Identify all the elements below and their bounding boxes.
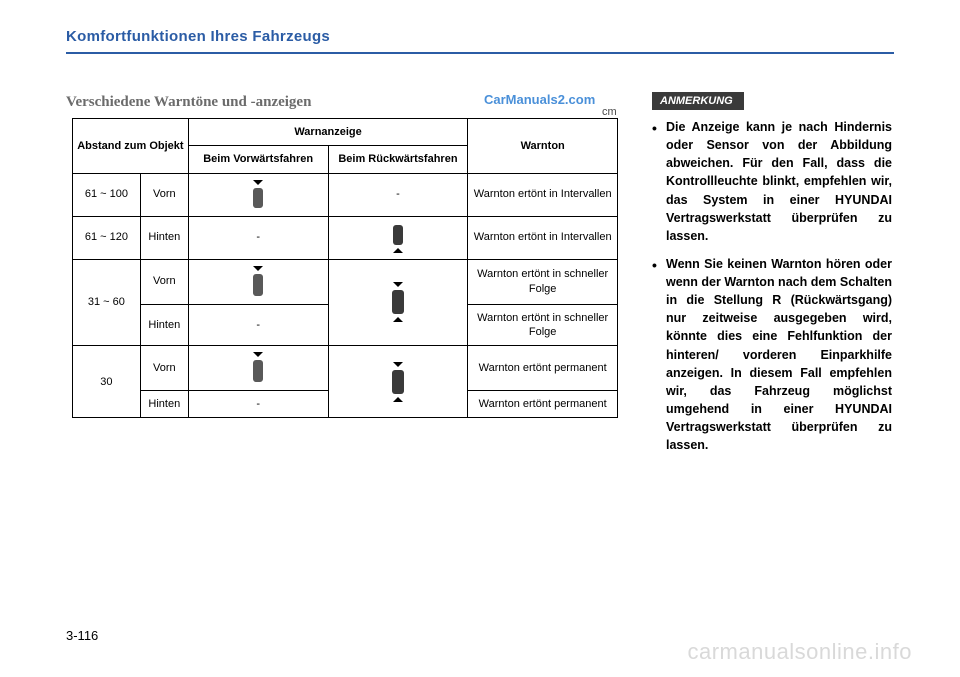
- cell-distance: 61 ~ 100: [73, 173, 141, 216]
- cell-reverse: -: [328, 173, 468, 216]
- notes-list: Die Anzeige kann je nach Hindernis oder …: [652, 118, 892, 464]
- th-distance: Abstand zum Objekt: [73, 119, 189, 174]
- note-item: Wenn Sie keinen Warnton hören oder wenn …: [652, 255, 892, 454]
- car-both-icon: [328, 259, 468, 346]
- car-front-icon: [188, 173, 328, 216]
- cell-tone: Warnton ertönt in Intervallen: [468, 173, 618, 216]
- cell-tone: Warnton ertönt permanent: [468, 346, 618, 391]
- th-tone: Warnton: [468, 119, 618, 174]
- cell-distance: 31 ~ 60: [73, 259, 141, 346]
- cell-position: Vorn: [140, 259, 188, 304]
- cell-tone: Warnton ertönt in schneller Folge: [468, 259, 618, 304]
- page-number: 3-116: [66, 628, 98, 643]
- car-both-icon: [328, 346, 468, 418]
- note-badge: ANMERKUNG: [652, 92, 744, 110]
- th-forward: Beim Vorwärtsfahren: [188, 146, 328, 173]
- cell-position: Hinten: [140, 216, 188, 259]
- table-row: 30 Vorn Warnton ertönt permanent: [73, 346, 618, 391]
- cell-position: Vorn: [140, 346, 188, 391]
- note-item: Die Anzeige kann je nach Hindernis oder …: [652, 118, 892, 245]
- section-subtitle: Verschiedene Warntöne und -anzeigen: [66, 94, 311, 111]
- cell-tone: Warnton ertönt in schneller Folge: [468, 304, 618, 346]
- car-front-icon: [188, 346, 328, 391]
- cell-position: Vorn: [140, 173, 188, 216]
- cell-forward: -: [188, 216, 328, 259]
- header-title: Komfortfunktionen Ihres Fahrzeugs: [66, 28, 330, 45]
- table-row: 61 ~ 100 Vorn - Warnton ertönt in Interv…: [73, 173, 618, 216]
- cell-position: Hinten: [140, 304, 188, 346]
- th-reverse: Beim Rückwärtsfahren: [328, 146, 468, 173]
- unit-label: cm: [602, 106, 617, 118]
- cell-forward: -: [188, 391, 328, 418]
- table-row: 31 ~ 60 Vorn Warnton ertönt in schneller…: [73, 259, 618, 304]
- car-rear-icon: [328, 216, 468, 259]
- bottom-watermark: carmanualsonline.info: [687, 639, 912, 665]
- car-front-icon: [188, 259, 328, 304]
- top-watermark: CarManuals2.com: [484, 92, 595, 107]
- cell-tone: Warnton ertönt permanent: [468, 391, 618, 418]
- table-row: 61 ~ 120 Hinten - Warnton ertönt in Inte…: [73, 216, 618, 259]
- cell-forward: -: [188, 304, 328, 346]
- cell-position: Hinten: [140, 391, 188, 418]
- cell-distance: 30: [73, 346, 141, 418]
- th-indicator: Warnanzeige: [188, 119, 468, 146]
- cell-distance: 61 ~ 120: [73, 216, 141, 259]
- warning-table: Abstand zum Objekt Warnanzeige Warnton B…: [72, 118, 618, 418]
- cell-tone: Warnton ertönt in Intervallen: [468, 216, 618, 259]
- page-header: Komfortfunktionen Ihres Fahrzeugs: [66, 28, 894, 54]
